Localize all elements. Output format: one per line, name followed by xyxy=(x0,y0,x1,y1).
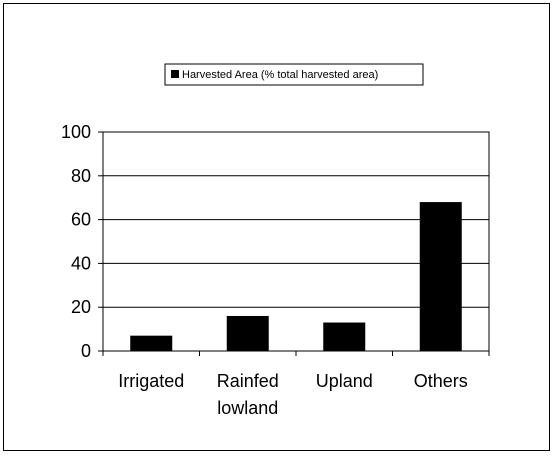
y-tick-label: 100 xyxy=(61,122,91,142)
bar xyxy=(130,335,173,351)
bar xyxy=(226,315,269,351)
y-tick-label: 60 xyxy=(71,210,91,230)
y-tick-label: 20 xyxy=(71,297,91,317)
legend-label: Harvested Area (% total harvested area) xyxy=(182,69,378,81)
bar xyxy=(419,202,462,351)
x-tick-label: Upland xyxy=(316,371,373,391)
legend: Harvested Area (% total harvested area) xyxy=(164,63,424,86)
y-tick-label: 40 xyxy=(71,253,91,273)
x-tick-label: Rainfed xyxy=(217,371,279,391)
bar xyxy=(323,322,366,351)
legend-box xyxy=(164,63,424,86)
y-tick-label: 80 xyxy=(71,166,91,186)
legend-swatch xyxy=(171,70,179,78)
x-tick-label: Irrigated xyxy=(118,371,184,391)
x-tick-label: Others xyxy=(414,371,468,391)
plot-area: 0 20 40 60 80 100 Irrigated Rainfed lowland Uplan… xyxy=(61,122,490,418)
x-tick-label: lowland xyxy=(217,398,278,418)
y-tick-label: 0 xyxy=(81,341,91,361)
